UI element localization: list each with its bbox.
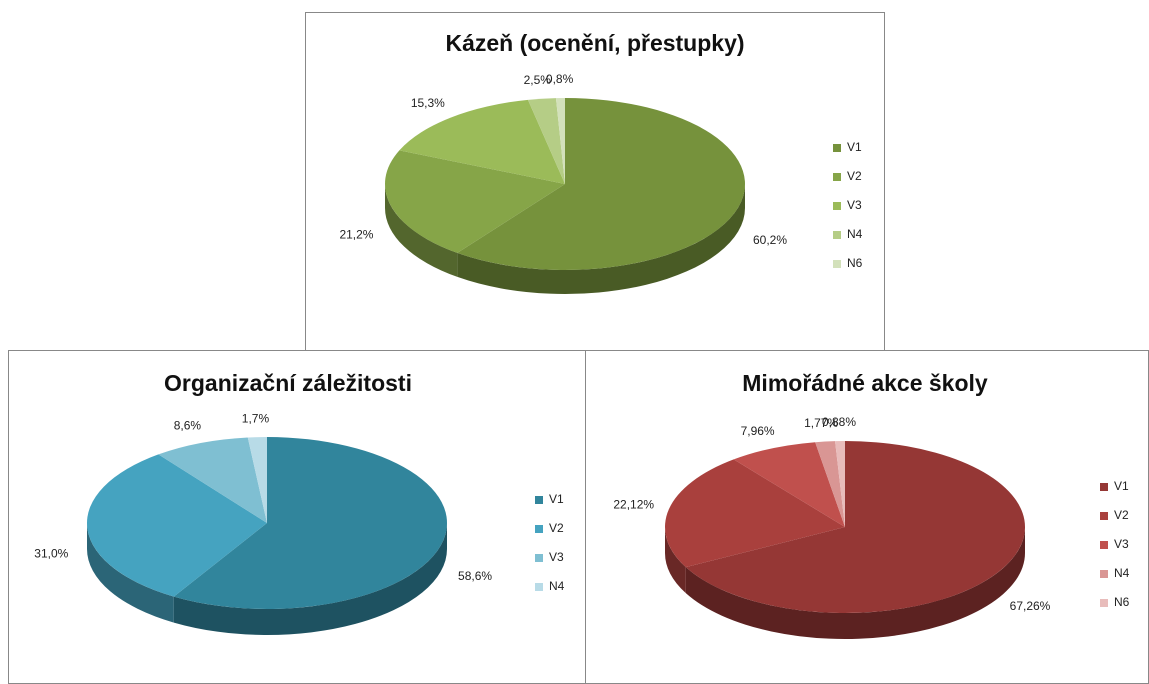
data-label: 58,6% — [458, 569, 492, 583]
data-label: 0,88% — [822, 415, 856, 429]
data-label: 0,8% — [546, 72, 574, 86]
legend-label: V3 — [847, 198, 862, 212]
slice-side — [665, 527, 686, 594]
legend-label: N4 — [847, 227, 863, 241]
legend-label: V2 — [1114, 508, 1129, 522]
legend-swatch — [535, 583, 543, 591]
chart-title: Organizační záležitosti — [164, 370, 412, 396]
data-label: 21,2% — [339, 227, 373, 241]
slice — [247, 437, 267, 523]
slice — [158, 437, 267, 523]
legend-label: V2 — [847, 169, 862, 183]
slice — [399, 99, 565, 184]
legend-swatch — [1100, 570, 1108, 578]
legend-label: N4 — [549, 579, 565, 593]
legend-label: V1 — [549, 492, 564, 506]
slice-side — [457, 184, 745, 294]
slice — [86, 454, 267, 597]
data-label: 1,7% — [242, 411, 270, 425]
legend-label: V3 — [1114, 537, 1129, 551]
slice — [457, 98, 745, 270]
legend-swatch — [1100, 541, 1108, 549]
slice-side — [173, 523, 448, 635]
legend-swatch — [535, 525, 543, 533]
data-label: 1,77% — [804, 416, 838, 430]
legend-swatch — [833, 144, 841, 152]
data-label: 31,0% — [34, 547, 68, 561]
data-label: 7,96% — [741, 424, 775, 438]
slice — [555, 98, 565, 184]
slice — [527, 98, 565, 184]
legend-swatch — [1100, 483, 1108, 491]
slice — [385, 150, 565, 253]
legend-label: N6 — [847, 256, 863, 270]
data-label: 22,12% — [613, 498, 654, 512]
chart-title: Kázeň (ocenění, přestupky) — [445, 30, 744, 56]
data-label: 2,5% — [524, 73, 552, 87]
legend-label: V1 — [847, 140, 862, 154]
legend-label: N6 — [1114, 595, 1130, 609]
legend-swatch — [833, 202, 841, 210]
slice-side — [685, 527, 1025, 639]
data-label: 8,6% — [174, 418, 202, 432]
slice — [685, 441, 1025, 614]
slice — [733, 442, 845, 527]
legend-swatch — [1100, 599, 1108, 607]
legend-swatch — [1100, 512, 1108, 520]
legend-swatch — [535, 496, 543, 504]
legend-swatch — [833, 231, 841, 239]
legend-label: V3 — [549, 550, 564, 564]
legend-swatch — [535, 554, 543, 562]
legend-label: N4 — [1114, 566, 1130, 580]
legend-swatch — [833, 260, 841, 268]
data-label: 60,2% — [753, 233, 787, 247]
chart-title: Mimořádné akce školy — [742, 370, 988, 396]
slice-side — [385, 184, 458, 277]
slice — [665, 459, 845, 568]
slice — [835, 441, 845, 527]
data-label: 67,26% — [1010, 599, 1051, 613]
slice-side — [87, 523, 174, 623]
legend-label: V1 — [1114, 479, 1129, 493]
legend-label: V2 — [549, 521, 564, 535]
legend-swatch — [833, 173, 841, 181]
slice — [173, 437, 447, 609]
slice — [815, 441, 845, 527]
data-label: 15,3% — [411, 96, 445, 110]
